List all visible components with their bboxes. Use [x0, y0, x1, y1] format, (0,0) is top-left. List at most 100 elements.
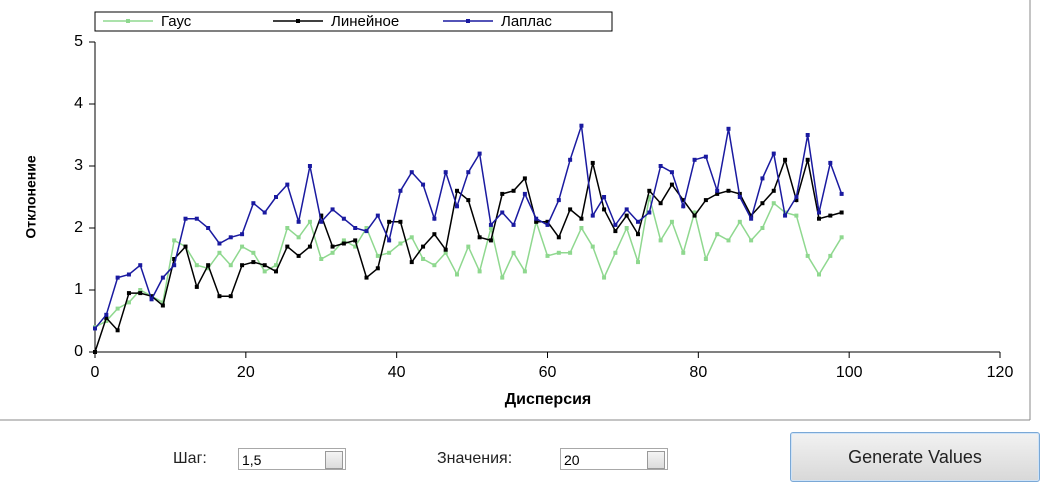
- point: [421, 244, 426, 249]
- point: [375, 266, 380, 271]
- point: [183, 216, 188, 221]
- point: [160, 303, 165, 308]
- point: [602, 195, 607, 199]
- point: [511, 222, 516, 227]
- point: [194, 284, 199, 289]
- count-input[interactable]: 20: [560, 448, 668, 470]
- point: [387, 238, 392, 243]
- x-tick-label: 40: [388, 364, 406, 381]
- x-axis-label: Дисперсия: [505, 391, 592, 408]
- point: [477, 235, 482, 240]
- y-tick-label: 4: [74, 95, 83, 112]
- point: [534, 219, 539, 224]
- point: [624, 226, 629, 230]
- point: [364, 226, 369, 230]
- point: [296, 235, 301, 240]
- point: [206, 266, 211, 271]
- point: [228, 235, 233, 240]
- point: [138, 263, 143, 268]
- point: [783, 157, 788, 162]
- point: [624, 207, 629, 212]
- point: [421, 257, 426, 261]
- point: [839, 235, 844, 240]
- point: [602, 207, 607, 212]
- generate-button[interactable]: Generate Values: [790, 432, 1040, 482]
- point: [636, 232, 640, 237]
- point: [477, 151, 482, 156]
- point: [726, 238, 731, 243]
- point: [839, 210, 844, 215]
- count-label: Значения:: [437, 450, 513, 467]
- point: [160, 275, 165, 280]
- point: [692, 157, 697, 162]
- point: [715, 232, 720, 237]
- point: [341, 241, 346, 246]
- point: [749, 216, 754, 221]
- point: [613, 222, 618, 227]
- point: [206, 263, 211, 268]
- spinner[interactable]: [647, 451, 665, 469]
- point: [126, 272, 131, 277]
- point: [240, 232, 245, 237]
- point: [228, 263, 233, 268]
- point: [319, 219, 324, 224]
- point: [228, 294, 233, 299]
- point: [805, 133, 810, 137]
- point: [771, 201, 776, 206]
- point: [500, 210, 505, 215]
- point: [488, 226, 493, 230]
- legend-label: Линейное: [331, 13, 399, 30]
- point: [579, 123, 584, 128]
- spinner[interactable]: [325, 451, 343, 469]
- point: [432, 232, 437, 237]
- point: [692, 210, 697, 215]
- y-tick-label: 0: [74, 343, 83, 360]
- point: [556, 198, 561, 203]
- point: [794, 195, 799, 199]
- point: [319, 257, 324, 261]
- point: [398, 241, 403, 246]
- point: [115, 275, 120, 280]
- point: [828, 160, 833, 165]
- point: [307, 219, 312, 224]
- step-label: Шаг:: [173, 450, 207, 467]
- legend-marker: [466, 19, 470, 23]
- point: [522, 176, 527, 181]
- point: [398, 188, 403, 193]
- point: [658, 201, 663, 206]
- series-line: [94, 196, 843, 328]
- point: [387, 219, 392, 224]
- point: [681, 204, 686, 209]
- point: [455, 204, 459, 209]
- point: [330, 244, 335, 249]
- point: [93, 350, 97, 354]
- point: [104, 315, 109, 320]
- point: [636, 260, 640, 265]
- point: [624, 213, 629, 218]
- point: [443, 250, 448, 255]
- point: [590, 213, 595, 218]
- point: [636, 219, 640, 224]
- chart: Дисперсия Отклонение 0 1 2 3 4 5 0 20 40 60 80 100 1…: [0, 0, 1031, 421]
- point: [138, 288, 143, 292]
- legend-label: Лаплас: [501, 13, 552, 30]
- point: [568, 250, 573, 255]
- point: [104, 312, 109, 317]
- point: [149, 294, 154, 299]
- point: [274, 195, 278, 199]
- point: [647, 210, 652, 215]
- point: [805, 157, 810, 162]
- point: [172, 238, 177, 243]
- point: [240, 244, 245, 249]
- point: [262, 263, 267, 268]
- point: [274, 263, 278, 268]
- point: [737, 195, 742, 199]
- point: [353, 238, 358, 243]
- point: [387, 250, 392, 255]
- point: [262, 210, 267, 215]
- step-input[interactable]: 1,5: [238, 448, 346, 470]
- point: [703, 257, 708, 261]
- legend-label: Гаус: [161, 13, 192, 30]
- point: [556, 250, 561, 255]
